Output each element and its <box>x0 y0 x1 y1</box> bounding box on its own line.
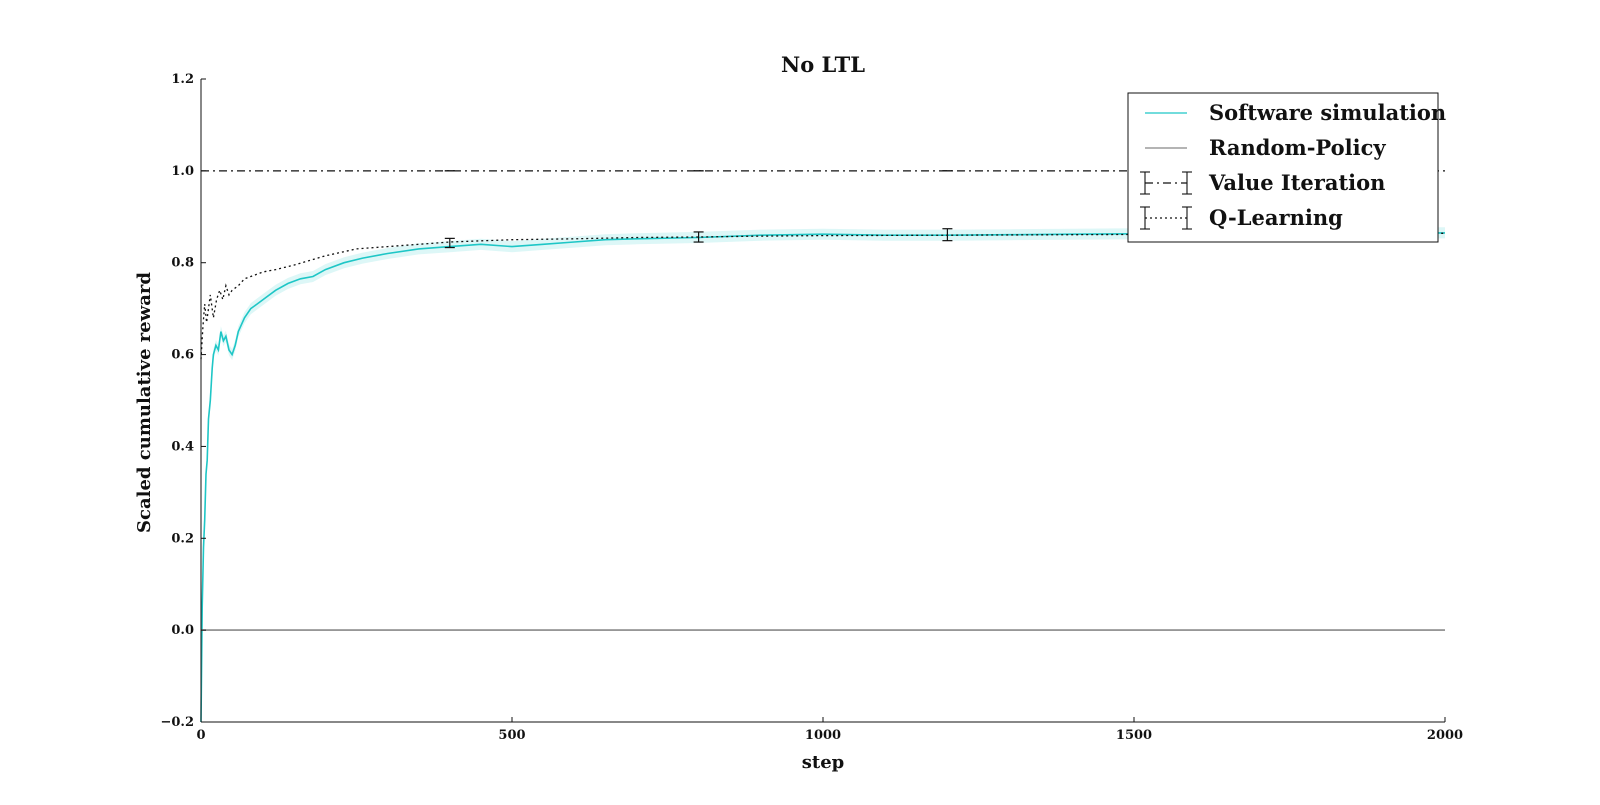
legend-label: Value Iteration <box>1208 170 1385 195</box>
x-axis-label: step <box>802 752 845 773</box>
x-tick-label: 500 <box>498 728 525 743</box>
legend-label: Q-Learning <box>1209 205 1343 230</box>
legend-label: Random-Policy <box>1209 135 1386 160</box>
x-tick-label: 0 <box>196 728 205 743</box>
legend-item: Random-Policy <box>1145 135 1386 160</box>
chart-title: No LTL <box>781 52 865 77</box>
x-tick-label: 2000 <box>1427 728 1463 743</box>
legend-item: Software simulation <box>1145 100 1446 125</box>
y-tick-label: 0.8 <box>171 256 194 271</box>
legend-item: Value Iteration <box>1140 170 1385 195</box>
legend-item: Q-Learning <box>1140 205 1343 230</box>
y-tick-label: 0.6 <box>171 348 194 363</box>
y-tick-label: 1.0 <box>171 164 194 179</box>
error-bars <box>444 170 953 249</box>
legend-box <box>1127 92 1439 243</box>
confidence-bands <box>201 227 1445 728</box>
y-tick-label: 0.2 <box>171 531 194 546</box>
series-band <box>201 227 1445 728</box>
x-tick-label: 1000 <box>805 728 841 743</box>
legend-label: Software simulation <box>1209 100 1446 125</box>
y-tick-label: 0.0 <box>171 623 194 638</box>
legend: Software simulation Random-Policy Value It… <box>1127 92 1446 243</box>
y-tick-label: 0.4 <box>171 439 194 454</box>
series-line <box>200 232 1446 723</box>
x-tick-label: 1500 <box>1116 728 1152 743</box>
y-tick-label: −0.2 <box>160 715 194 730</box>
y-axis-label: Scaled cumulative reward <box>134 272 155 533</box>
ticks: 0 500 1000 1500 2000 −0.2 0.0 0.2 0.4 0.6 0.8 1.0 1.… <box>160 72 1463 743</box>
y-tick-label: 1.2 <box>171 72 194 87</box>
series-lines <box>200 170 1446 723</box>
series-line <box>200 232 1446 360</box>
